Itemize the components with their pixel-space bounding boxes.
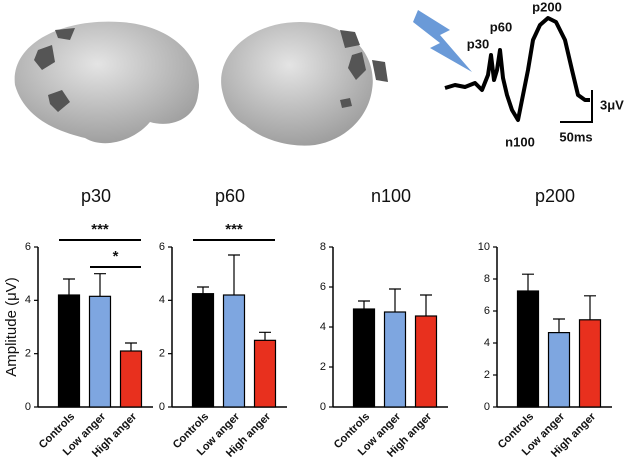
error-bar — [228, 254, 240, 295]
y-tick-label: 4 — [320, 321, 326, 333]
bar — [383, 311, 407, 408]
y-tick-label: 0 — [25, 401, 31, 413]
y-tick-label: 8 — [320, 241, 326, 253]
chart-title: n100 — [371, 186, 411, 206]
brain-right — [221, 22, 388, 146]
error-bar — [63, 278, 75, 295]
brain-left — [14, 21, 200, 144]
bar — [414, 315, 438, 408]
bar — [253, 339, 277, 408]
error-bar — [584, 295, 596, 320]
stimulus-bolt — [413, 10, 472, 72]
bar — [578, 319, 602, 408]
chart-title: p60 — [215, 186, 245, 206]
bar — [516, 290, 540, 408]
y-tick-label: 2 — [159, 348, 165, 360]
peak-label: p60 — [490, 19, 512, 34]
bar — [88, 295, 112, 408]
y-tick-label: 6 — [159, 241, 165, 253]
y-tick-label: 6 — [484, 305, 490, 317]
y-tick-label: 6 — [25, 241, 31, 253]
peak-label: p30 — [467, 36, 489, 51]
error-bar — [94, 273, 106, 297]
bar — [222, 294, 246, 408]
y-tick-label: 4 — [484, 337, 490, 349]
bar — [547, 332, 571, 408]
y-tick-label: 4 — [25, 294, 31, 306]
scale-bar — [560, 90, 593, 123]
error-bar — [389, 288, 401, 312]
y-tick-label: 6 — [320, 281, 326, 293]
chart-title: p30 — [81, 186, 111, 206]
bar — [352, 308, 376, 408]
error-bar — [420, 294, 432, 316]
bar — [191, 293, 215, 408]
error-bar — [358, 300, 370, 309]
waveform — [444, 16, 590, 122]
peak-label: n100 — [505, 134, 535, 149]
y-axis-label: Amplitude (μV) — [3, 277, 20, 377]
y-tick-label: 2 — [484, 369, 490, 381]
error-bar — [197, 286, 209, 294]
y-tick-label: 8 — [484, 273, 490, 285]
error-bar — [125, 342, 137, 351]
significance-label: * — [113, 248, 119, 265]
significance-label: *** — [225, 221, 243, 238]
bar — [57, 294, 81, 408]
error-bar — [259, 331, 271, 341]
error-bar — [522, 273, 534, 291]
y-tick-label: 2 — [25, 348, 31, 360]
bar — [119, 350, 143, 408]
y-tick-label: 0 — [159, 401, 165, 413]
y-tick-label: 4 — [159, 294, 165, 306]
error-bar — [553, 318, 565, 333]
scale-label: 50ms — [559, 129, 592, 144]
y-tick-label: 0 — [320, 401, 326, 413]
y-tick-label: 2 — [320, 361, 326, 373]
peak-label: p200 — [532, 0, 562, 14]
y-tick-label: 0 — [484, 401, 490, 413]
chart-title: p200 — [535, 186, 575, 206]
scale-label: 3μV — [600, 97, 624, 112]
y-tick-label: 10 — [478, 241, 490, 253]
significance-label: *** — [91, 221, 109, 238]
